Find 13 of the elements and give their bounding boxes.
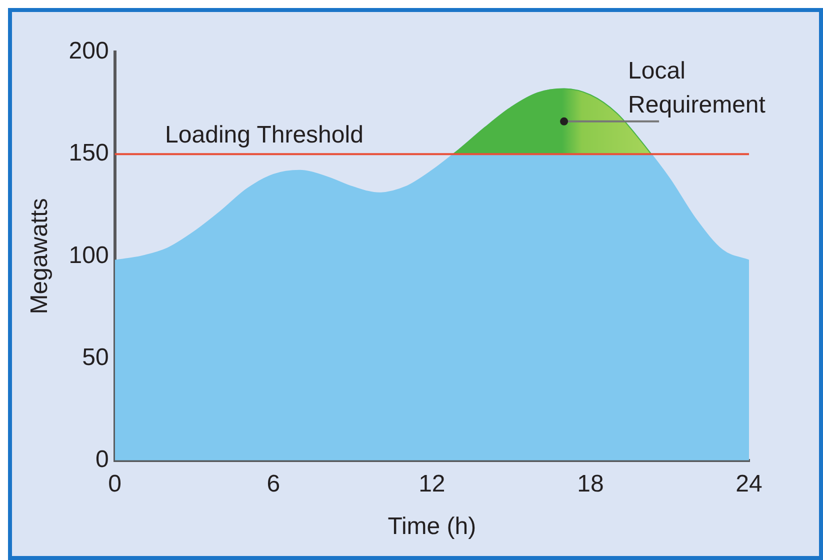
y-tick-label: 200 [68,38,109,65]
ref-line-label: Loading Threshold [165,122,364,149]
x-tick-label: 24 [736,470,762,498]
x-axis-title: Time (h) [388,513,476,540]
y-tick-label: 150 [68,140,109,167]
y-tick-label: 100 [68,242,109,269]
x-tick-label: 6 [266,470,280,498]
series-label: Local Requirement [628,57,766,118]
x-tick-label: 18 [577,470,604,498]
x-tick-label: 12 [418,470,446,498]
y-axis-title: Megawatts [26,198,54,314]
y-tick-label: 0 [95,446,109,474]
y-tick-label: 50 [82,344,109,371]
